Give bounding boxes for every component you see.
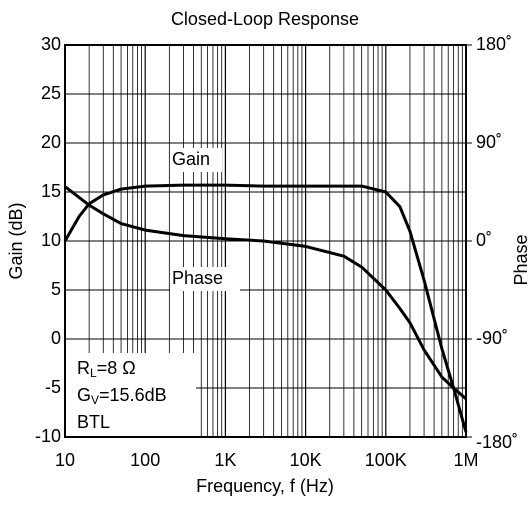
series-label-bg [170, 148, 222, 172]
series-label: Phase [172, 268, 223, 288]
y-tick-label: 15 [41, 181, 61, 201]
chart-title: Closed-Loop Response [171, 9, 359, 29]
condition-main: R [77, 358, 90, 378]
x-axis-label: Frequency, f (Hz) [196, 476, 334, 496]
x-tick-label: 1K [214, 450, 236, 470]
y2-tick-label: 90˚ [476, 132, 502, 152]
conditions-box [66, 353, 196, 436]
condition-rest: =15.6dB [99, 385, 167, 405]
condition-text: BTL [77, 412, 110, 432]
y-tick-label: 5 [51, 279, 61, 299]
y2-tick-label: 180˚ [476, 34, 512, 54]
condition-sub: V [91, 393, 99, 407]
y-tick-label: -5 [45, 377, 61, 397]
y-tick-label: -10 [35, 426, 61, 446]
y-tick-label: 20 [41, 132, 61, 152]
y2-axis-label: Phase [511, 234, 529, 285]
series-label-bg [170, 267, 240, 291]
condition-rest: =8 Ω [97, 358, 136, 378]
y-tick-label: 10 [41, 230, 61, 250]
x-tick-label: 10 [55, 450, 75, 470]
y2-tick-label: -180˚ [476, 432, 518, 452]
x-tick-label: 10K [290, 450, 322, 470]
x-tick-label: 1M [453, 450, 478, 470]
condition-main: G [77, 385, 91, 405]
x-tick-label: 100 [130, 450, 160, 470]
y2-tick-label: 0˚ [476, 230, 492, 250]
condition-main: BTL [77, 412, 110, 432]
y-tick-label: 25 [41, 83, 61, 103]
x-tick-label: 100K [365, 450, 407, 470]
condition-text: GV=15.6dB [77, 385, 167, 407]
condition-text: RL=8 Ω [77, 358, 136, 380]
condition-sub: L [90, 366, 97, 380]
y2-tick-label: -90˚ [476, 328, 508, 348]
series-label: Gain [172, 149, 210, 169]
y-tick-label: 30 [41, 34, 61, 54]
y-axis-label: Gain (dB) [6, 202, 26, 279]
y-tick-label: 0 [51, 328, 61, 348]
series-line [63, 183, 468, 433]
series-line [64, 185, 467, 401]
